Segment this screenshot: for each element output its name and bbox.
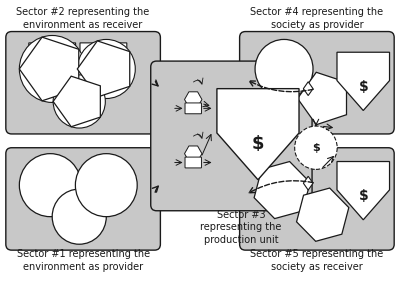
Polygon shape xyxy=(296,188,349,241)
Polygon shape xyxy=(254,162,310,219)
Circle shape xyxy=(295,126,337,169)
Text: $: $ xyxy=(358,189,368,203)
Polygon shape xyxy=(53,76,100,127)
FancyBboxPatch shape xyxy=(240,148,394,250)
Text: Sector #4 representing the
society as provider: Sector #4 representing the society as pr… xyxy=(250,7,384,30)
Polygon shape xyxy=(337,162,390,220)
Text: $: $ xyxy=(312,143,320,153)
Circle shape xyxy=(19,154,81,217)
Text: Sector #2 representing the
environment as receiver: Sector #2 representing the environment a… xyxy=(16,7,150,30)
FancyBboxPatch shape xyxy=(6,32,160,134)
FancyBboxPatch shape xyxy=(240,32,394,134)
Polygon shape xyxy=(184,92,202,107)
FancyBboxPatch shape xyxy=(185,157,202,168)
Text: Sector #5 representing the
society as receiver: Sector #5 representing the society as re… xyxy=(250,249,384,272)
Polygon shape xyxy=(19,37,79,101)
FancyBboxPatch shape xyxy=(151,61,312,211)
Polygon shape xyxy=(54,75,101,127)
Polygon shape xyxy=(303,82,313,95)
FancyBboxPatch shape xyxy=(6,148,160,250)
Text: $: $ xyxy=(252,135,264,153)
Polygon shape xyxy=(29,43,76,95)
Polygon shape xyxy=(303,176,313,190)
Polygon shape xyxy=(77,41,130,97)
Circle shape xyxy=(19,36,85,102)
Text: Sector #1 representing the
environment as provider: Sector #1 representing the environment a… xyxy=(16,249,150,272)
Circle shape xyxy=(52,189,106,244)
Circle shape xyxy=(255,39,313,99)
Circle shape xyxy=(75,154,137,217)
Polygon shape xyxy=(337,52,390,111)
Text: $: $ xyxy=(358,80,368,94)
Polygon shape xyxy=(184,146,202,161)
Polygon shape xyxy=(298,72,346,125)
Circle shape xyxy=(53,75,105,128)
Text: Sector #3
representing the
production unit: Sector #3 representing the production un… xyxy=(200,210,282,245)
Polygon shape xyxy=(80,43,127,95)
FancyBboxPatch shape xyxy=(185,103,202,114)
Circle shape xyxy=(77,39,135,99)
Polygon shape xyxy=(217,89,299,180)
